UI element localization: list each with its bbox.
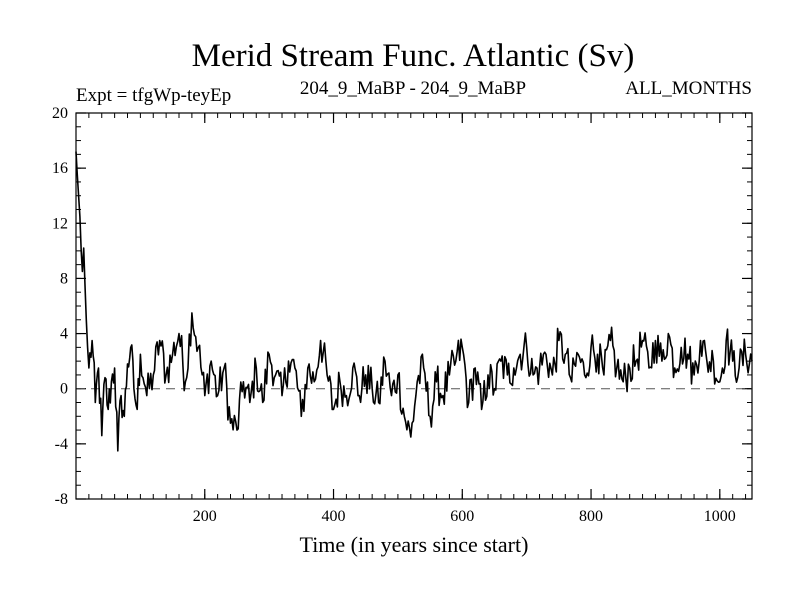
chart-title: Merid Stream Func. Atlantic (Sv): [192, 38, 635, 74]
y-tick-label: -8: [55, 491, 68, 508]
y-tick-label: 12: [52, 215, 68, 232]
minor-ticks: [76, 113, 752, 499]
x-tick-label: 1000: [704, 508, 736, 525]
x-tick-label: 600: [450, 508, 474, 525]
y-tick-label: 20: [52, 105, 68, 122]
months-label: ALL_MONTHS: [625, 78, 752, 99]
major-ticks: [76, 112, 752, 500]
x-axis-label: Time (in years since start): [300, 532, 529, 557]
experiment-label: Expt = tfgWp-teyEp: [76, 85, 231, 106]
x-axis-tick-labels: 200 400 600 800 1000: [193, 508, 736, 525]
x-tick-label: 200: [193, 508, 217, 525]
y-axis-tick-labels: -8 -4 0 4 8 12 16 20: [52, 105, 68, 508]
period-label: 204_9_MaBP - 204_9_MaBP: [300, 78, 526, 99]
y-tick-label: -4: [55, 436, 68, 453]
y-tick-label: 8: [60, 270, 68, 287]
y-tick-label: 0: [60, 381, 68, 398]
x-tick-label: 800: [579, 508, 603, 525]
series-line: [75, 151, 753, 452]
plot-frame: [75, 112, 753, 500]
y-tick-label: 16: [52, 160, 68, 177]
x-tick-label: 400: [322, 508, 346, 525]
y-tick-label: 4: [60, 326, 68, 343]
